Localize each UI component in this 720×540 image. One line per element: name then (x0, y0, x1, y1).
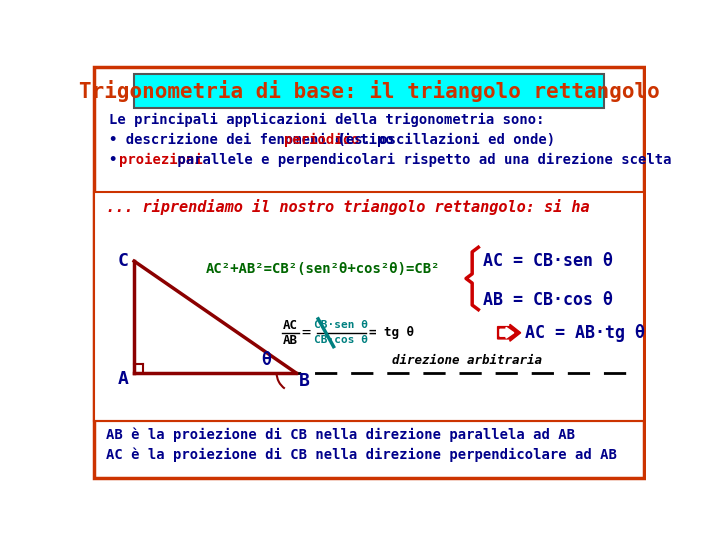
Text: AC: AC (283, 319, 298, 332)
Text: AC = AB·tg θ: AC = AB·tg θ (525, 324, 644, 342)
FancyArrow shape (498, 325, 521, 341)
Text: proiezioni: proiezioni (119, 153, 202, 167)
FancyArrow shape (500, 327, 514, 338)
Text: • descrizione dei fenomeni di tipo: • descrizione dei fenomeni di tipo (109, 133, 402, 147)
Text: CB·cos θ: CB·cos θ (315, 335, 369, 346)
Text: CB·sen θ: CB·sen θ (315, 320, 369, 330)
Text: AB: AB (283, 334, 298, 347)
Text: AC²+AB²=CB²(sen²θ+cos²θ)=CB²: AC²+AB²=CB²(sen²θ+cos²θ)=CB² (205, 262, 440, 276)
Text: C: C (118, 252, 129, 270)
Text: θ: θ (261, 352, 271, 369)
Text: (es. oscillazioni ed onde): (es. oscillazioni ed onde) (329, 133, 555, 147)
Text: =: = (301, 325, 310, 340)
FancyBboxPatch shape (94, 67, 644, 478)
Text: AB è la proiezione di CB nella direzione parallela ad AB: AB è la proiezione di CB nella direzione… (106, 427, 575, 442)
Text: •: • (109, 153, 125, 167)
Text: A: A (118, 370, 129, 388)
Text: B: B (299, 372, 310, 389)
Text: Trigonometria di base: il triangolo rettangolo: Trigonometria di base: il triangolo rett… (78, 80, 660, 102)
Text: parallele e perpendicolari rispetto ad una direzione scelta: parallele e perpendicolari rispetto ad u… (168, 153, 671, 167)
Text: periodico: periodico (284, 133, 359, 147)
FancyBboxPatch shape (94, 192, 644, 421)
Text: ... riprendiamo il nostro triangolo rettangolo: si ha: ... riprendiamo il nostro triangolo rett… (106, 199, 589, 215)
Text: AB = CB·cos θ: AB = CB·cos θ (483, 292, 613, 309)
Text: = tg θ: = tg θ (369, 326, 414, 339)
FancyBboxPatch shape (134, 74, 604, 108)
Text: Le principali applicazioni della trigonometria sono:: Le principali applicazioni della trigono… (109, 113, 544, 127)
Text: AC = CB·sen θ: AC = CB·sen θ (483, 252, 613, 270)
Text: AC è la proiezione di CB nella direzione perpendicolare ad AB: AC è la proiezione di CB nella direzione… (106, 448, 616, 462)
Text: direzione arbitraria: direzione arbitraria (392, 354, 542, 367)
